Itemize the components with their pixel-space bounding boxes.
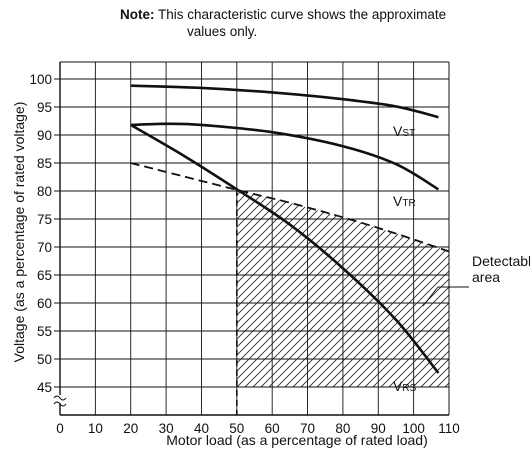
y-axis-label: Voltage (as a percentage of rated voltag…: [11, 102, 27, 363]
area-label: area: [472, 269, 500, 285]
y-tick-label: 95: [37, 100, 52, 115]
x-tick-label: 50: [229, 421, 244, 436]
series-line-boundary: [130, 162, 450, 253]
x-tick-label: 70: [300, 421, 315, 436]
tick-label-layer: 45 50 55 60 65 70 75 80 85 90 95 100 0 10 20 30 40 50 60 70…: [29, 72, 459, 436]
x-axis-label: Motor load (as a percentage of rated loa…: [166, 432, 428, 448]
axis-break-upper: [53, 395, 67, 401]
series-label-vtr: VTR: [393, 193, 416, 209]
y-tick-label: 60: [37, 296, 52, 311]
x-tick-label: 40: [194, 421, 209, 436]
series-line-vrs: [130, 123, 440, 374]
note-line-2: values only.: [187, 24, 258, 39]
y-tick-label: 100: [29, 72, 52, 87]
y-tick-label: 90: [37, 128, 52, 143]
x-tick-label: 10: [88, 421, 103, 436]
x-tick-label: 60: [265, 421, 280, 436]
detectable-area-hatch: [236, 189, 449, 387]
y-tick-label: 80: [37, 184, 52, 199]
plot-frame-layer: [53, 61, 450, 416]
chart-note: Note: This characteristic curve shows th…: [120, 6, 530, 40]
x-tick-label: 90: [371, 421, 386, 436]
y-tick-label: 70: [37, 240, 52, 255]
series-line-vtr: [130, 122, 440, 191]
detectable-label: Detectable: [472, 253, 530, 269]
x-tick-label: 110: [438, 421, 460, 436]
y-tick-label: 75: [37, 212, 52, 227]
series-line-vst: [130, 84, 439, 119]
axis-break-lower: [53, 401, 67, 407]
y-tick-label: 55: [37, 324, 52, 339]
series-label-vst: VST: [393, 123, 415, 139]
x-tick-label: 30: [159, 421, 174, 436]
x-tick-label: 20: [123, 421, 138, 436]
y-tick-label: 45: [37, 380, 52, 395]
y-tick-label: 65: [37, 268, 52, 283]
y-tick-label: 85: [37, 156, 52, 171]
x-tick-label: 100: [402, 421, 425, 436]
detectable-region-layer: [236, 189, 449, 415]
y-tick-label: 50: [37, 352, 52, 367]
detectable-leader-line: [422, 286, 469, 307]
x-tick-label: 80: [335, 421, 350, 436]
x-tick-label: 0: [56, 421, 64, 436]
note-label: Note:: [120, 7, 155, 22]
note-line-1: This characteristic curve shows the appr…: [158, 7, 447, 22]
